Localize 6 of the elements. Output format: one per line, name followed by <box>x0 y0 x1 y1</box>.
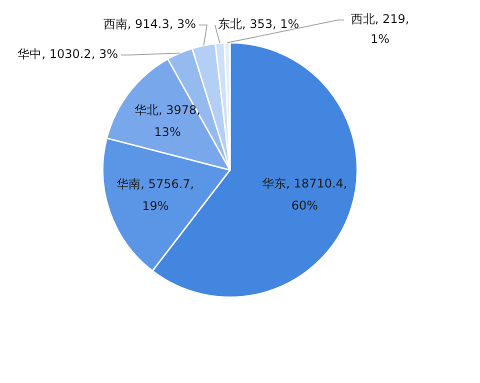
slice-label: 西南, 914.3, 3% <box>103 17 196 32</box>
slice-label: 华中, 1030.2, 3% <box>18 47 118 62</box>
slice-label: 华东, 18710.4, 60% <box>262 176 348 213</box>
slice-label: 西北, 219, 1% <box>350 12 410 46</box>
slice-label: 华南, 5756.7, 19% <box>116 176 194 213</box>
slice-label: 东北, 353, 1% <box>218 17 300 32</box>
